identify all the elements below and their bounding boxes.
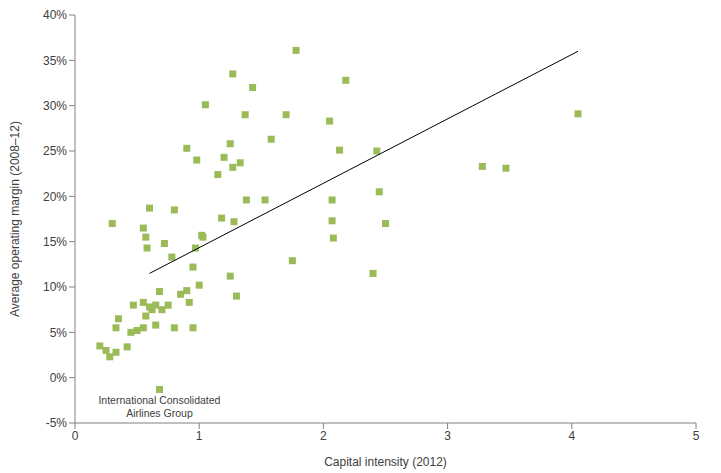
svg-text:2: 2: [320, 429, 327, 443]
svg-text:3: 3: [444, 429, 451, 443]
svg-text:35%: 35%: [43, 54, 67, 68]
svg-text:1: 1: [196, 429, 203, 443]
svg-text:0: 0: [72, 429, 79, 443]
svg-text:40%: 40%: [43, 8, 67, 22]
svg-text:0%: 0%: [50, 371, 68, 385]
svg-text:-5%: -5%: [46, 416, 68, 430]
svg-text:25%: 25%: [43, 144, 67, 158]
svg-text:International ConsolidatedAirl: International ConsolidatedAirlines Group: [98, 394, 220, 419]
svg-text:4: 4: [568, 429, 575, 443]
svg-text:Capital intensity (2012): Capital intensity (2012): [324, 455, 447, 469]
svg-text:Average operating margin (2008: Average operating margin (2008–12): [8, 121, 22, 317]
svg-text:20%: 20%: [43, 190, 67, 204]
svg-text:30%: 30%: [43, 99, 67, 113]
svg-text:10%: 10%: [43, 280, 67, 294]
svg-text:5: 5: [693, 429, 700, 443]
svg-text:15%: 15%: [43, 235, 67, 249]
svg-text:5%: 5%: [50, 326, 68, 340]
